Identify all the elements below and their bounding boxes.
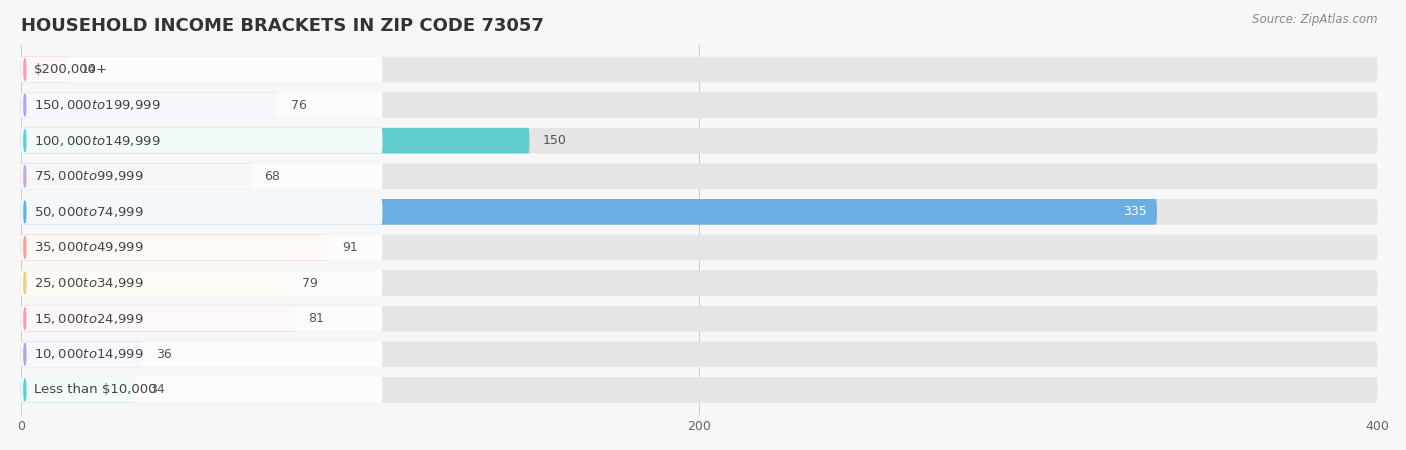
Circle shape (24, 201, 25, 223)
Text: 36: 36 (156, 348, 172, 361)
Circle shape (24, 237, 25, 258)
FancyBboxPatch shape (21, 342, 382, 367)
Circle shape (24, 272, 25, 294)
FancyBboxPatch shape (21, 92, 1378, 118)
FancyBboxPatch shape (21, 342, 1378, 367)
Circle shape (24, 58, 25, 80)
FancyBboxPatch shape (21, 128, 1378, 153)
Text: HOUSEHOLD INCOME BRACKETS IN ZIP CODE 73057: HOUSEHOLD INCOME BRACKETS IN ZIP CODE 73… (21, 17, 544, 35)
Text: $75,000 to $99,999: $75,000 to $99,999 (34, 169, 143, 183)
FancyBboxPatch shape (21, 199, 382, 225)
Text: 79: 79 (301, 277, 318, 289)
FancyBboxPatch shape (21, 377, 382, 403)
Text: $15,000 to $24,999: $15,000 to $24,999 (34, 312, 143, 326)
Text: Source: ZipAtlas.com: Source: ZipAtlas.com (1253, 14, 1378, 27)
FancyBboxPatch shape (21, 377, 136, 403)
FancyBboxPatch shape (21, 234, 382, 260)
FancyBboxPatch shape (21, 57, 1378, 82)
FancyBboxPatch shape (21, 128, 382, 153)
FancyBboxPatch shape (21, 199, 1378, 225)
Text: 34: 34 (149, 383, 165, 396)
FancyBboxPatch shape (21, 57, 382, 82)
Circle shape (24, 308, 25, 329)
FancyBboxPatch shape (21, 92, 278, 118)
FancyBboxPatch shape (21, 234, 329, 260)
FancyBboxPatch shape (21, 306, 295, 332)
Text: Less than $10,000: Less than $10,000 (34, 383, 156, 396)
FancyBboxPatch shape (21, 270, 288, 296)
FancyBboxPatch shape (21, 377, 1378, 403)
FancyBboxPatch shape (21, 163, 382, 189)
FancyBboxPatch shape (21, 92, 382, 118)
Text: 91: 91 (342, 241, 359, 254)
Circle shape (24, 166, 25, 187)
Text: 68: 68 (264, 170, 280, 183)
Text: 150: 150 (543, 134, 567, 147)
FancyBboxPatch shape (21, 163, 1378, 189)
FancyBboxPatch shape (21, 342, 143, 367)
Text: $200,000+: $200,000+ (34, 63, 108, 76)
Text: $25,000 to $34,999: $25,000 to $34,999 (34, 276, 143, 290)
Text: 81: 81 (308, 312, 325, 325)
Circle shape (24, 379, 25, 400)
FancyBboxPatch shape (21, 163, 252, 189)
Text: 335: 335 (1123, 205, 1147, 218)
FancyBboxPatch shape (21, 306, 382, 332)
FancyBboxPatch shape (21, 199, 1157, 225)
Text: $10,000 to $14,999: $10,000 to $14,999 (34, 347, 143, 361)
FancyBboxPatch shape (21, 128, 530, 153)
FancyBboxPatch shape (21, 270, 382, 296)
Circle shape (24, 94, 25, 116)
Text: 76: 76 (291, 99, 308, 112)
FancyBboxPatch shape (21, 270, 1378, 296)
Circle shape (24, 130, 25, 152)
Text: $35,000 to $49,999: $35,000 to $49,999 (34, 240, 143, 254)
Text: $150,000 to $199,999: $150,000 to $199,999 (34, 98, 160, 112)
Text: $100,000 to $149,999: $100,000 to $149,999 (34, 134, 160, 148)
Text: $50,000 to $74,999: $50,000 to $74,999 (34, 205, 143, 219)
Circle shape (24, 343, 25, 365)
Text: 14: 14 (82, 63, 97, 76)
FancyBboxPatch shape (21, 57, 67, 82)
FancyBboxPatch shape (21, 306, 1378, 332)
FancyBboxPatch shape (21, 234, 1378, 260)
